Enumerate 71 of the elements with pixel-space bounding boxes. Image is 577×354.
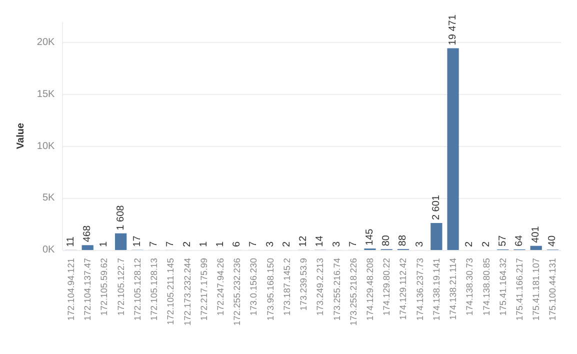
- y-tick-label: 20K: [36, 37, 56, 48]
- x-tick-label: 172.104.94.121: [66, 258, 76, 321]
- x-tick-label: 174.138.21.114: [448, 258, 458, 320]
- data-label: 2: [464, 240, 476, 247]
- y-tick-label: 15K: [36, 89, 56, 100]
- data-label: 2: [182, 240, 193, 247]
- bar: [430, 223, 442, 250]
- data-label: 7: [148, 240, 160, 247]
- x-tick-label: 174.138.19.141: [431, 258, 442, 321]
- x-tick-label: 172.105.128.12: [132, 258, 142, 321]
- x-tick-label: 172.173.232.244: [182, 258, 192, 326]
- data-label: 2: [480, 240, 492, 247]
- bar: [82, 245, 94, 250]
- x-tick-label: 174.136.237.73: [414, 258, 425, 321]
- x-tick-label: 172.105.59.62: [99, 258, 110, 316]
- data-label: 7: [248, 240, 260, 247]
- x-tick-label: 173.249.2.213: [315, 258, 326, 316]
- data-label: 3: [414, 240, 426, 247]
- x-tick-label: 172.105.211.145: [166, 258, 176, 325]
- x-tick-label: 173.187.145.2: [282, 258, 292, 316]
- x-tick-label: 175.100.44.131: [548, 258, 558, 321]
- bar: [530, 246, 542, 250]
- data-label: 3: [331, 240, 342, 247]
- x-tick-label: 172.105.122.7: [116, 258, 126, 316]
- x-tick-label: 174.129.112.42: [398, 258, 408, 320]
- data-label: 80: [381, 234, 392, 246]
- data-label: 6: [232, 240, 243, 247]
- x-tick-label: 172.104.137.47: [82, 258, 93, 321]
- x-tick-label: 174.129.80.22: [382, 258, 392, 316]
- data-label: 1: [198, 240, 210, 247]
- data-label: 1: [214, 240, 226, 247]
- x-tick-label: 175.41.164.32: [498, 258, 508, 316]
- y-axis-title: Value: [16, 122, 26, 150]
- x-tick-label: 175.41.166.217: [514, 258, 524, 321]
- data-label: 145: [364, 228, 376, 246]
- data-label: 57: [497, 234, 508, 246]
- data-label: 11: [66, 236, 76, 247]
- data-label: 64: [514, 234, 525, 246]
- data-label: 12: [298, 235, 310, 247]
- bar: [115, 233, 127, 250]
- data-label: 3: [264, 240, 276, 247]
- y-tick-label: 5K: [42, 192, 56, 204]
- x-tick-label: 174.138.30.73: [464, 258, 475, 316]
- x-tick-label: 173.255.218.226: [348, 258, 358, 326]
- x-tick-label: 173.239.53.9: [298, 258, 309, 311]
- bar: [447, 48, 459, 250]
- x-tick-label: 174.129.48.208: [364, 258, 375, 321]
- data-label: 468: [82, 225, 94, 242]
- data-label: 401: [530, 226, 542, 243]
- x-tick-label: 173.0.156.230: [248, 258, 259, 316]
- data-label: 19 471: [448, 14, 459, 46]
- data-label: 17: [132, 235, 143, 247]
- y-tick-label: 10K: [36, 140, 56, 152]
- data-label: 1 608: [115, 204, 126, 230]
- x-tick-label: 172.247.94.26: [215, 258, 226, 316]
- data-label: 7: [165, 240, 176, 247]
- data-label: 14: [314, 235, 326, 247]
- data-label: 2 601: [430, 194, 442, 220]
- y-tick-label: 0K: [42, 244, 56, 256]
- x-tick-label: 173.95.168.150: [265, 258, 276, 321]
- x-tick-label: 173.255.216.74: [332, 258, 342, 321]
- x-tick-label: 172.255.232.236: [232, 258, 242, 326]
- x-tick-label: 172.105.128.13: [149, 258, 160, 321]
- data-label: 40: [547, 235, 558, 247]
- data-label: 2: [281, 240, 292, 247]
- x-tick-label: 174.138.80.85: [481, 258, 492, 316]
- data-label: 7: [348, 240, 359, 247]
- data-label: 88: [398, 234, 409, 246]
- x-tick-label: 172.217.175.99: [198, 258, 209, 321]
- x-tick-label: 175.41.181.107: [531, 258, 542, 321]
- data-label: 1: [98, 240, 110, 247]
